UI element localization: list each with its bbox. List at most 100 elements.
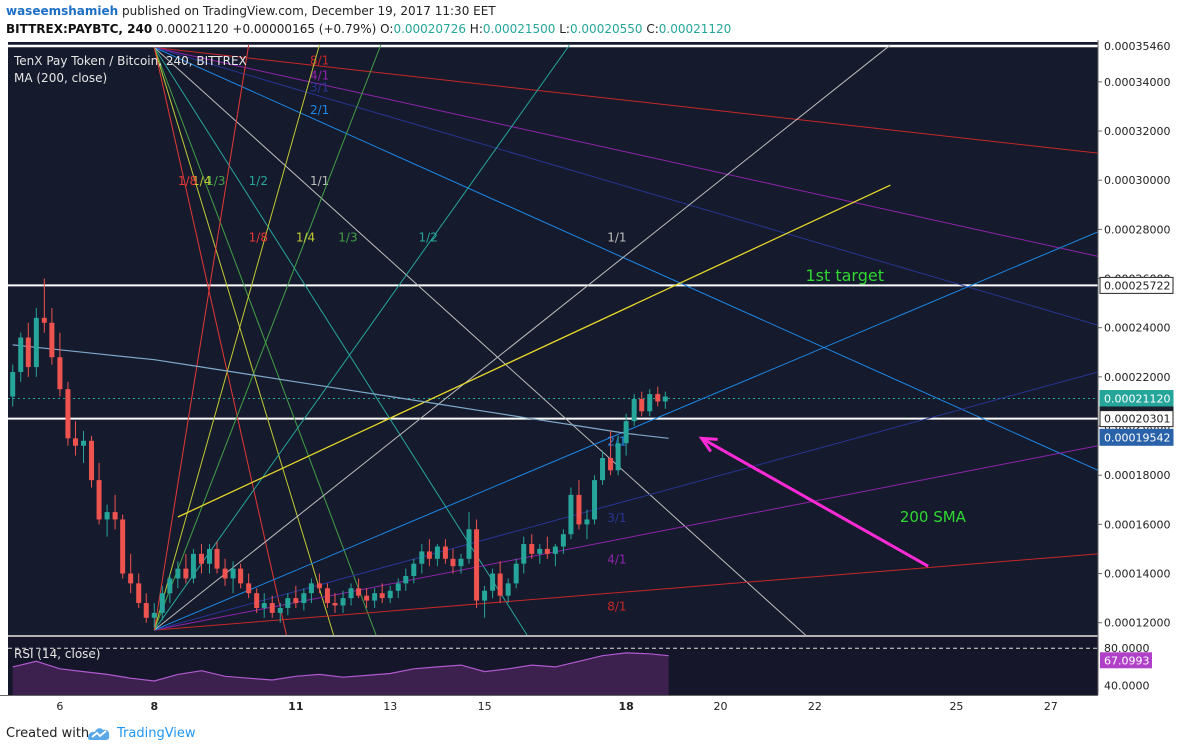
candle xyxy=(65,381,71,446)
candle xyxy=(426,539,432,567)
candle xyxy=(364,588,370,608)
price-tick-label: 0.00024000 xyxy=(1104,322,1170,335)
candle-body xyxy=(615,443,621,471)
fan-label: 1/3 xyxy=(206,174,225,188)
price-label-text: 0.00021120 xyxy=(1104,393,1170,406)
candle-body xyxy=(112,512,118,520)
candle xyxy=(230,561,236,594)
fan-label: 2/1 xyxy=(607,435,626,449)
candle xyxy=(655,386,661,407)
candle xyxy=(631,394,637,427)
candle-body xyxy=(104,512,110,520)
candle xyxy=(206,544,212,574)
candle xyxy=(214,541,220,574)
price-label: 0.00025722 xyxy=(1099,276,1174,294)
candle-body xyxy=(277,607,283,613)
fan-line xyxy=(154,553,1098,631)
candle-body xyxy=(293,598,299,604)
price-tick-label: 0.00032000 xyxy=(1104,125,1170,138)
horizontal-levels xyxy=(8,44,1098,420)
candle-body xyxy=(41,317,47,323)
price-tick-label: 0.00034000 xyxy=(1104,76,1170,89)
candle-body xyxy=(332,603,338,606)
price-label: 0.00021120 xyxy=(1099,390,1174,408)
candle-body xyxy=(513,563,519,584)
time-tick-label: 25 xyxy=(949,700,963,713)
candle-body xyxy=(80,440,86,446)
candle-body xyxy=(521,544,527,564)
candle xyxy=(372,588,378,608)
candle-body xyxy=(403,576,409,584)
candle-body xyxy=(426,551,432,559)
publish-line: waseemshamieh published on TradingView.c… xyxy=(6,4,496,18)
low-label: L: xyxy=(559,22,570,36)
time-axis-background xyxy=(0,696,1098,716)
sma-note-label: 200 SMA xyxy=(900,508,967,526)
candle-body xyxy=(261,603,267,608)
chart-header: waseemshamieh published on TradingView.c… xyxy=(0,0,1177,44)
chart-background xyxy=(8,42,1098,635)
candle-body xyxy=(308,583,314,594)
candle xyxy=(183,553,189,584)
fan-label: 1/3 xyxy=(338,231,357,245)
candle xyxy=(128,553,134,594)
candle-body xyxy=(316,583,322,589)
price-tick-label: 0.00022000 xyxy=(1104,371,1170,384)
fan-label: 2/1 xyxy=(310,103,329,117)
candle-body xyxy=(167,578,173,594)
candle-body xyxy=(230,568,236,579)
fan-label: 1/1 xyxy=(310,174,329,188)
open-value: 0.00020726 xyxy=(393,22,466,36)
price-axis-background xyxy=(1098,40,1177,716)
price-chart[interactable]: 8/14/13/12/11/11/21/31/41/88/14/13/12/11… xyxy=(0,40,1177,716)
candle xyxy=(584,509,590,540)
candle-body xyxy=(128,573,134,584)
fan-line xyxy=(153,47,335,635)
candle xyxy=(151,603,157,628)
price-label-text: 0.00019542 xyxy=(1104,431,1170,444)
fan-line xyxy=(153,47,806,635)
candle xyxy=(136,573,142,608)
candle-body xyxy=(96,480,102,520)
candle xyxy=(419,544,425,574)
target-label: 1st target xyxy=(805,266,884,285)
candle xyxy=(238,563,244,589)
candle xyxy=(474,519,480,608)
candle xyxy=(450,548,456,574)
author-link[interactable]: waseemshamieh xyxy=(6,4,119,18)
candle-body xyxy=(324,588,330,604)
candle-body xyxy=(57,357,63,390)
time-tick-label: 27 xyxy=(1044,700,1058,713)
fan-label: 1/4 xyxy=(192,174,211,188)
candle-body xyxy=(25,337,31,368)
candle xyxy=(608,430,614,476)
candle xyxy=(104,504,110,537)
time-tick-label: 13 xyxy=(383,700,397,713)
rsi-line xyxy=(12,652,669,682)
candle-body xyxy=(285,598,291,608)
candle-body xyxy=(490,573,496,591)
tradingview-link[interactable]: TradingView xyxy=(117,726,196,741)
candle xyxy=(198,544,204,574)
candle xyxy=(96,462,102,525)
candle xyxy=(285,593,291,616)
candle xyxy=(18,332,24,382)
candle-body xyxy=(458,558,464,567)
time-tick-label: 11 xyxy=(288,700,303,713)
candle-body xyxy=(372,593,378,601)
candle xyxy=(482,585,488,618)
candle xyxy=(411,558,417,584)
candle xyxy=(112,494,118,530)
fan-line xyxy=(154,47,1098,471)
fan-line xyxy=(153,44,570,631)
candle-body xyxy=(206,548,212,564)
candle-body xyxy=(529,544,535,554)
candle-body xyxy=(301,593,307,604)
fan-line xyxy=(154,46,1098,257)
time-tick-label: 18 xyxy=(618,700,633,713)
price-labels: 0.000257220.0002112002:29:450.000203010.… xyxy=(1099,276,1174,446)
time-tick-label: 15 xyxy=(478,700,492,713)
fan-line xyxy=(153,47,287,635)
fan-label: 4/1 xyxy=(607,553,626,567)
price-label-box xyxy=(1099,276,1174,294)
